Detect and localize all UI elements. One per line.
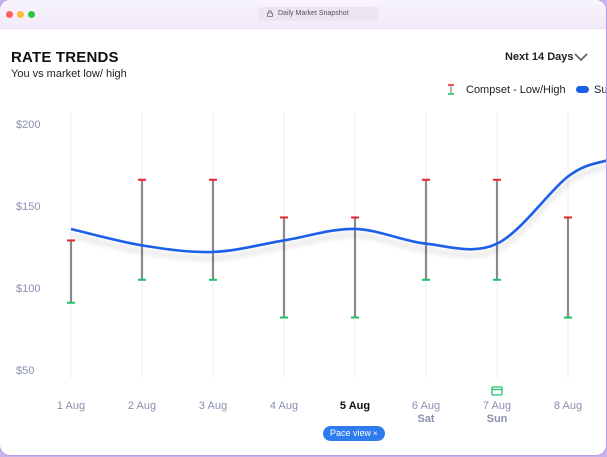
- x-tick-label[interactable]: 8 Aug: [554, 400, 582, 412]
- y-tick-label: $50: [16, 365, 34, 377]
- series-line: [70, 159, 606, 254]
- legend-series-label: Su: [594, 84, 606, 96]
- calendar-icon[interactable]: [491, 386, 503, 396]
- y-tick-label: $150: [16, 201, 40, 213]
- x-day-label: Sat: [417, 413, 434, 425]
- legend-compset-label: Compset - Low/High: [466, 84, 566, 96]
- page-title: RATE TRENDS: [11, 49, 119, 66]
- pace-view-chip[interactable]: Pace view ×: [323, 426, 385, 441]
- range-bar-icon: [448, 84, 454, 95]
- x-tick-label[interactable]: 7 Aug: [483, 400, 511, 412]
- maximize-window-button[interactable]: [28, 11, 35, 18]
- title-bar: Daily Market Snapshot: [0, 0, 606, 29]
- x-tick-label[interactable]: 3 Aug: [199, 400, 227, 412]
- minimize-window-button[interactable]: [17, 11, 24, 18]
- close-window-button[interactable]: [6, 11, 13, 18]
- address-bar[interactable]: Daily Market Snapshot: [258, 7, 379, 21]
- y-tick-label: $200: [16, 119, 40, 131]
- x-tick-label[interactable]: 5 Aug: [340, 400, 370, 412]
- chevron-down-icon[interactable]: [574, 53, 588, 62]
- period-selector[interactable]: Next 14 Days: [505, 51, 574, 63]
- x-day-label: Sun: [487, 413, 508, 425]
- y-tick-label: $100: [16, 283, 40, 295]
- x-tick-label[interactable]: 2 Aug: [128, 400, 156, 412]
- close-icon[interactable]: ×: [373, 429, 378, 438]
- x-tick-label[interactable]: 6 Aug: [412, 400, 440, 412]
- x-tick-label[interactable]: 1 Aug: [57, 400, 85, 412]
- lock-icon: [267, 10, 273, 17]
- pace-view-label: Pace view: [330, 428, 372, 438]
- address-text: Daily Market Snapshot: [278, 10, 349, 17]
- legend-series-swatch: [576, 86, 589, 93]
- page-subtitle: You vs market low/ high: [11, 68, 127, 80]
- calendar-body: [491, 386, 503, 396]
- x-tick-label[interactable]: 4 Aug: [270, 400, 298, 412]
